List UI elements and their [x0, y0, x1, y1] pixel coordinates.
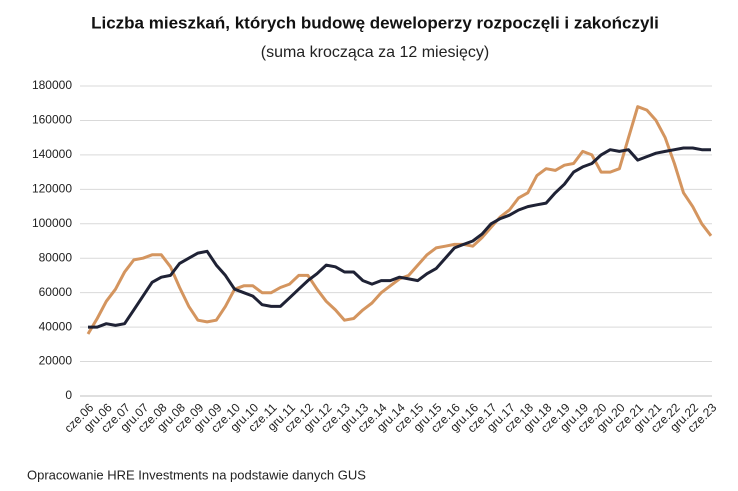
source-note: Opracowanie HRE Investments na podstawie…: [27, 467, 366, 482]
series-line: [86, 105, 713, 335]
chart-subtitle: (suma krocząca za 12 miesięcy): [261, 44, 490, 61]
series-line: [88, 146, 711, 329]
y-tick-label: 180000: [32, 78, 72, 92]
y-tick-label: 60000: [39, 285, 73, 299]
y-tick-label: 40000: [39, 319, 73, 333]
y-tick-label: 120000: [32, 182, 72, 196]
y-tick-label: 100000: [32, 216, 72, 230]
y-tick-label: 20000: [39, 354, 73, 368]
y-tick-label: 80000: [39, 250, 73, 264]
y-tick-label: 160000: [32, 113, 72, 127]
chart-title: Liczba mieszkań, których budowę dewelope…: [91, 13, 659, 32]
y-tick-label: 0: [65, 388, 72, 402]
y-tick-label: 140000: [32, 147, 72, 161]
